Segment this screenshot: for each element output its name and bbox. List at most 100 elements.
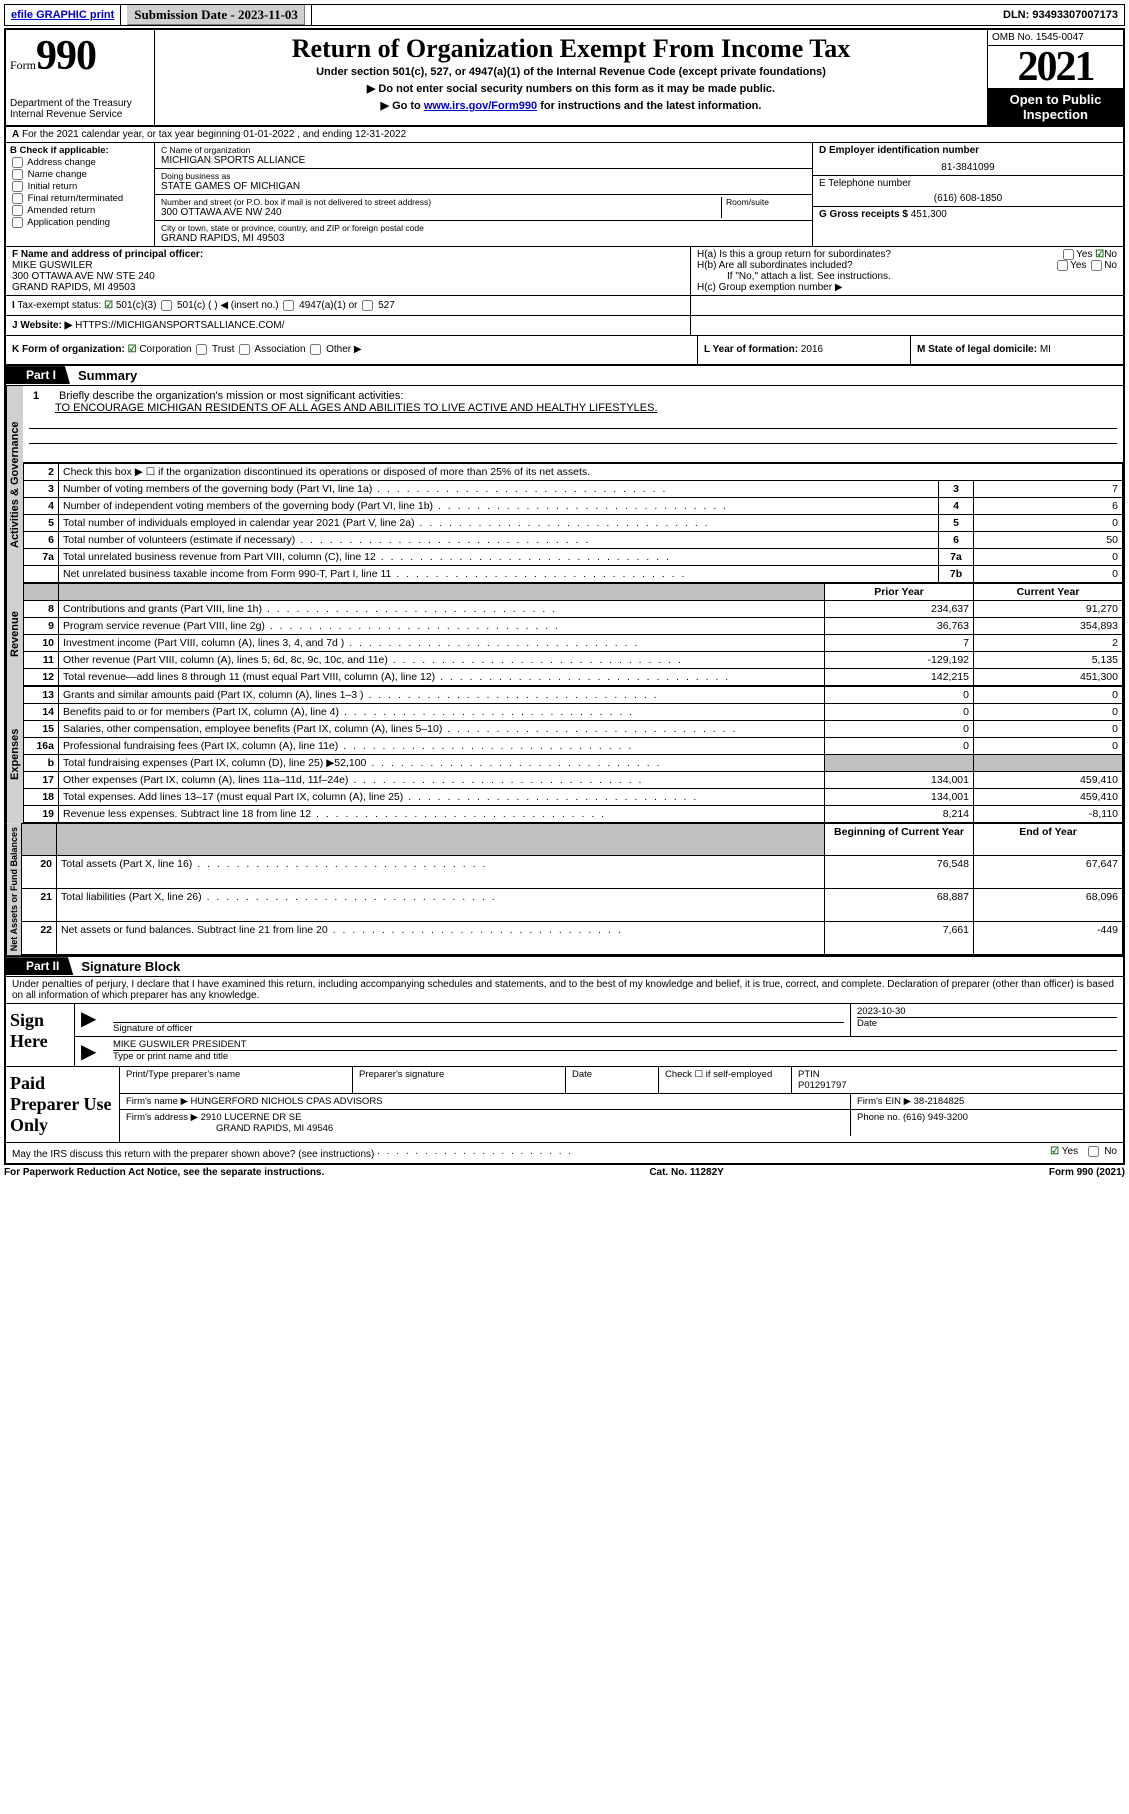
top-bar: efile GRAPHIC print Submission Date - 20… bbox=[4, 4, 1125, 26]
q1-label: Briefly describe the organization's miss… bbox=[59, 390, 403, 402]
form-warn2: ▶ Go to www.irs.gov/Form990 for instruct… bbox=[161, 99, 981, 112]
principal-officer: F Name and address of principal officer:… bbox=[6, 247, 690, 295]
gross-receipts-label: G Gross receipts $ bbox=[819, 209, 911, 220]
form-number: Form990 bbox=[10, 32, 150, 80]
pp-check-label: Check ☐ if self-employed bbox=[659, 1067, 792, 1093]
sign-here-block: Sign Here ▶ Signature of officer 2023-10… bbox=[6, 1003, 1123, 1067]
vtab-netassets: Net Assets or Fund Balances bbox=[6, 823, 21, 955]
paid-prep-label: Paid Preparer Use Only bbox=[6, 1067, 120, 1142]
group-return: H(a) Is this a group return for subordin… bbox=[690, 247, 1123, 295]
city-label: City or town, state or province, country… bbox=[161, 223, 806, 233]
chk-527[interactable] bbox=[362, 300, 373, 311]
city-value: GRAND RAPIDS, MI 49503 bbox=[161, 233, 806, 244]
paid-preparer-block: Paid Preparer Use Only Print/Type prepar… bbox=[6, 1067, 1123, 1143]
netassets-table: Beginning of Current YearEnd of Year 20T… bbox=[21, 823, 1123, 955]
table-row: 19Revenue less expenses. Subtract line 1… bbox=[24, 805, 1123, 822]
footer-left: For Paperwork Reduction Act Notice, see … bbox=[4, 1167, 324, 1178]
part2-header: Part II Signature Block bbox=[6, 955, 1123, 977]
ha-yes[interactable] bbox=[1063, 249, 1074, 260]
table-row: 3Number of voting members of the governi… bbox=[24, 480, 1123, 497]
name-title-label: Type or print name and title bbox=[113, 1050, 1117, 1062]
chk-amended-return[interactable]: Amended return bbox=[10, 205, 150, 216]
addr-value: 300 OTTAWA AVE NW 240 bbox=[161, 207, 721, 218]
header-mid: Return of Organization Exempt From Incom… bbox=[155, 30, 987, 125]
table-row: 21Total liabilities (Part X, line 26)68,… bbox=[22, 889, 1123, 922]
table-row: 13Grants and similar amounts paid (Part … bbox=[24, 686, 1123, 703]
chk-other[interactable] bbox=[310, 344, 321, 355]
phone-label: E Telephone number bbox=[819, 178, 911, 189]
header-left: Form990 Department of the Treasury Inter… bbox=[6, 30, 155, 125]
hb-label: H(b) Are all subordinates included? bbox=[697, 260, 853, 271]
addr-label: Number and street (or P.O. box if mail i… bbox=[161, 197, 721, 207]
table-row: 17Other expenses (Part IX, column (A), l… bbox=[24, 771, 1123, 788]
section-governance: Activities & Governance 1Briefly describ… bbox=[6, 386, 1123, 583]
website-value: HTTPS://MICHIGANSPORTSALLIANCE.COM/ bbox=[75, 320, 284, 331]
table-row: 16aProfessional fundraising fees (Part I… bbox=[24, 737, 1123, 754]
hb-no[interactable] bbox=[1091, 260, 1102, 271]
table-row: 14Benefits paid to or for members (Part … bbox=[24, 703, 1123, 720]
sign-here-label: Sign Here bbox=[6, 1004, 75, 1066]
table-row: 7aTotal unrelated business revenue from … bbox=[24, 548, 1123, 565]
efile-link[interactable]: efile GRAPHIC print bbox=[5, 5, 121, 25]
q2-label: Check this box ▶ ☐ if the organization d… bbox=[59, 463, 1123, 480]
vtab-revenue: Revenue bbox=[6, 583, 23, 686]
sig-officer-label: Signature of officer bbox=[113, 1022, 844, 1034]
table-row: bTotal fundraising expenses (Part IX, co… bbox=[24, 754, 1123, 771]
hb-yes[interactable] bbox=[1057, 260, 1068, 271]
pp-date-label: Date bbox=[566, 1067, 659, 1093]
row-i-status: I Tax-exempt status: ☑ 501(c)(3) 501(c) … bbox=[6, 296, 1123, 316]
chk-name-change[interactable]: Name change bbox=[10, 169, 150, 180]
form-subtitle: Under section 501(c), 527, or 4947(a)(1)… bbox=[161, 66, 981, 78]
row-f-h: F Name and address of principal officer:… bbox=[6, 247, 1123, 296]
mission-text: TO ENCOURAGE MICHIGAN RESIDENTS OF ALL A… bbox=[29, 402, 1117, 414]
section-expenses: Expenses 13Grants and similar amounts pa… bbox=[6, 686, 1123, 823]
gross-receipts-value: 451,300 bbox=[911, 209, 947, 220]
table-row: 20Total assets (Part X, line 16)76,54867… bbox=[22, 856, 1123, 889]
chk-4947[interactable] bbox=[283, 300, 294, 311]
chk-trust[interactable] bbox=[196, 344, 207, 355]
vtab-governance: Activities & Governance bbox=[6, 386, 23, 583]
dba-value: STATE GAMES OF MICHIGAN bbox=[161, 181, 806, 192]
submission-date-btn[interactable]: Submission Date - 2023-11-03 bbox=[121, 5, 312, 25]
page-footer: For Paperwork Reduction Act Notice, see … bbox=[4, 1165, 1125, 1180]
row-a-tax-period: A For the 2021 calendar year, or tax yea… bbox=[6, 127, 1123, 143]
chk-address-change[interactable]: Address change bbox=[10, 157, 150, 168]
col-b-checkboxes: B Check if applicable: Address change Na… bbox=[6, 143, 155, 246]
table-row: 11Other revenue (Part VIII, column (A), … bbox=[24, 651, 1123, 668]
open-inspection: Open to Public Inspection bbox=[988, 88, 1123, 125]
year-formation: 2016 bbox=[801, 344, 823, 355]
firm-name: HUNGERFORD NICHOLS CPAS ADVISORS bbox=[191, 1096, 383, 1107]
governance-table: 2Check this box ▶ ☐ if the organization … bbox=[23, 463, 1123, 583]
chk-final-return[interactable]: Final return/terminated bbox=[10, 193, 150, 204]
col-de: D Employer identification number 81-3841… bbox=[812, 143, 1123, 246]
expenses-table: 13Grants and similar amounts paid (Part … bbox=[23, 686, 1123, 823]
table-row: 12Total revenue—add lines 8 through 11 (… bbox=[24, 668, 1123, 685]
chk-initial-return[interactable]: Initial return bbox=[10, 181, 150, 192]
ein-value: 81-3841099 bbox=[819, 162, 1117, 173]
col-c-org-info: C Name of organization MICHIGAN SPORTS A… bbox=[155, 143, 812, 246]
irs-link[interactable]: www.irs.gov/Form990 bbox=[424, 100, 537, 112]
dept-treasury: Department of the Treasury bbox=[10, 98, 150, 109]
table-row: 4Number of independent voting members of… bbox=[24, 497, 1123, 514]
identification-block: B Check if applicable: Address change Na… bbox=[6, 143, 1123, 247]
section-netassets: Net Assets or Fund Balances Beginning of… bbox=[6, 823, 1123, 955]
table-row: 10Investment income (Part VIII, column (… bbox=[24, 634, 1123, 651]
firm-ein: 38-2184825 bbox=[914, 1096, 965, 1107]
room-label: Room/suite bbox=[726, 197, 806, 207]
revenue-table: Prior YearCurrent Year 8Contributions an… bbox=[23, 583, 1123, 686]
vtab-expenses: Expenses bbox=[6, 686, 23, 823]
chk-501c[interactable] bbox=[161, 300, 172, 311]
firm-addr2: GRAND RAPIDS, MI 49546 bbox=[126, 1123, 333, 1134]
table-row: 8Contributions and grants (Part VIII, li… bbox=[24, 600, 1123, 617]
state-domicile: MI bbox=[1040, 344, 1051, 355]
pp-sig-label: Preparer's signature bbox=[353, 1067, 566, 1093]
section-revenue: Revenue Prior YearCurrent Year 8Contribu… bbox=[6, 583, 1123, 686]
form-title: Return of Organization Exempt From Incom… bbox=[161, 34, 981, 64]
officer-name: MIKE GUSWILER PRESIDENT bbox=[113, 1039, 1117, 1050]
chk-application-pending[interactable]: Application pending bbox=[10, 217, 150, 228]
discuss-no[interactable] bbox=[1088, 1146, 1099, 1157]
org-name: MICHIGAN SPORTS ALLIANCE bbox=[161, 155, 806, 166]
firm-addr1: 2910 LUCERNE DR SE bbox=[201, 1112, 302, 1123]
table-row: 18Total expenses. Add lines 13–17 (must … bbox=[24, 788, 1123, 805]
chk-assoc[interactable] bbox=[239, 344, 250, 355]
